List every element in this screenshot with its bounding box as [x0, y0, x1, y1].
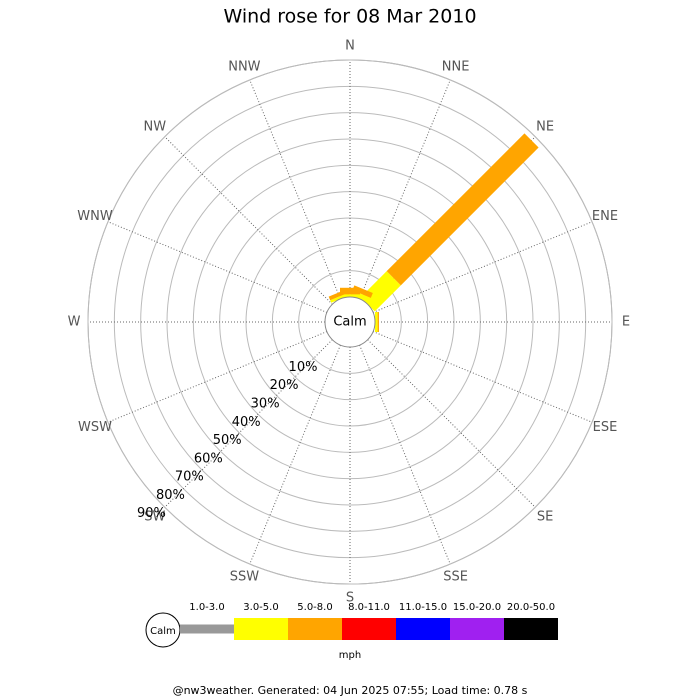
- r-tick-label: 30%: [251, 396, 280, 411]
- direction-label: S: [346, 591, 354, 606]
- footer: @nw3weather. Generated: 04 Jun 2025 07:5…: [173, 684, 528, 697]
- petal: [386, 133, 539, 286]
- r-tick-label: 10%: [289, 360, 318, 375]
- spoke: [164, 339, 333, 508]
- petal: [340, 294, 360, 297]
- direction-label: NNE: [442, 60, 470, 75]
- direction-label: ENE: [592, 209, 618, 224]
- spoke: [372, 221, 593, 313]
- spoke: [359, 344, 451, 565]
- legend-label: 20.0-50.0: [507, 602, 555, 613]
- spoke: [359, 79, 451, 300]
- r-tick-label: 40%: [232, 415, 261, 430]
- direction-label: NE: [536, 119, 554, 134]
- grid-ring: [298, 270, 402, 374]
- direction-label: N: [345, 39, 355, 54]
- legend-label: 5.0-8.0: [297, 602, 332, 613]
- legend-label: 11.0-15.0: [399, 602, 447, 613]
- spoke: [107, 221, 328, 313]
- petal: [374, 312, 378, 332]
- spoke: [164, 136, 333, 305]
- legend-title: mph: [339, 650, 361, 661]
- petal: [330, 292, 350, 303]
- calm-label: Calm: [333, 315, 366, 330]
- legend-swatch: [396, 618, 450, 640]
- direction-label: WSW: [78, 420, 112, 435]
- petal: [360, 271, 401, 312]
- calm-circle: [324, 296, 376, 348]
- r-tick-label: 80%: [156, 488, 185, 503]
- legend-swatch: [288, 618, 342, 640]
- direction-label: NNW: [228, 60, 260, 75]
- direction-label: SE: [537, 510, 553, 525]
- grid-ring: [271, 243, 429, 401]
- legend-label: 8.0-11.0: [348, 602, 390, 613]
- legend-swatch: [234, 618, 288, 640]
- r-tick-label: 60%: [194, 451, 223, 466]
- legend-swatch: [180, 624, 234, 634]
- grid-ring: [166, 138, 534, 506]
- petal: [377, 312, 379, 332]
- r-tick-label: 90%: [137, 506, 166, 521]
- direction-label: SSE: [443, 569, 468, 584]
- direction-label: WNW: [77, 209, 113, 224]
- chart-title: Wind rose for 08 Mar 2010: [223, 6, 476, 28]
- spoke: [107, 331, 328, 423]
- direction-label: W: [68, 315, 81, 330]
- direction-label: SW: [144, 510, 165, 525]
- direction-label: E: [622, 315, 630, 330]
- grid-ring: [192, 164, 508, 480]
- direction-label: NW: [144, 119, 167, 134]
- spoke: [367, 339, 536, 508]
- legend-swatch: [342, 618, 396, 640]
- petal: [352, 285, 373, 298]
- direction-label: SSW: [230, 569, 260, 584]
- legend-calm-label: Calm: [150, 626, 176, 637]
- legend-label: 3.0-5.0: [243, 602, 278, 613]
- legend-swatch: [504, 618, 558, 640]
- legend-label: 15.0-20.0: [453, 602, 501, 613]
- petal: [328, 288, 349, 301]
- legend-swatch: [450, 618, 504, 640]
- spoke: [249, 79, 341, 300]
- r-tick-label: 50%: [213, 433, 242, 448]
- r-tick-label: 20%: [270, 378, 299, 393]
- legend-label: 1.0-3.0: [189, 602, 224, 613]
- grid-ring: [140, 112, 560, 532]
- spoke: [249, 344, 341, 565]
- direction-label: ESE: [593, 420, 618, 435]
- r-tick-label: 70%: [175, 470, 204, 485]
- spoke: [372, 331, 593, 423]
- grid-ring: [87, 59, 613, 585]
- petal: [340, 287, 360, 295]
